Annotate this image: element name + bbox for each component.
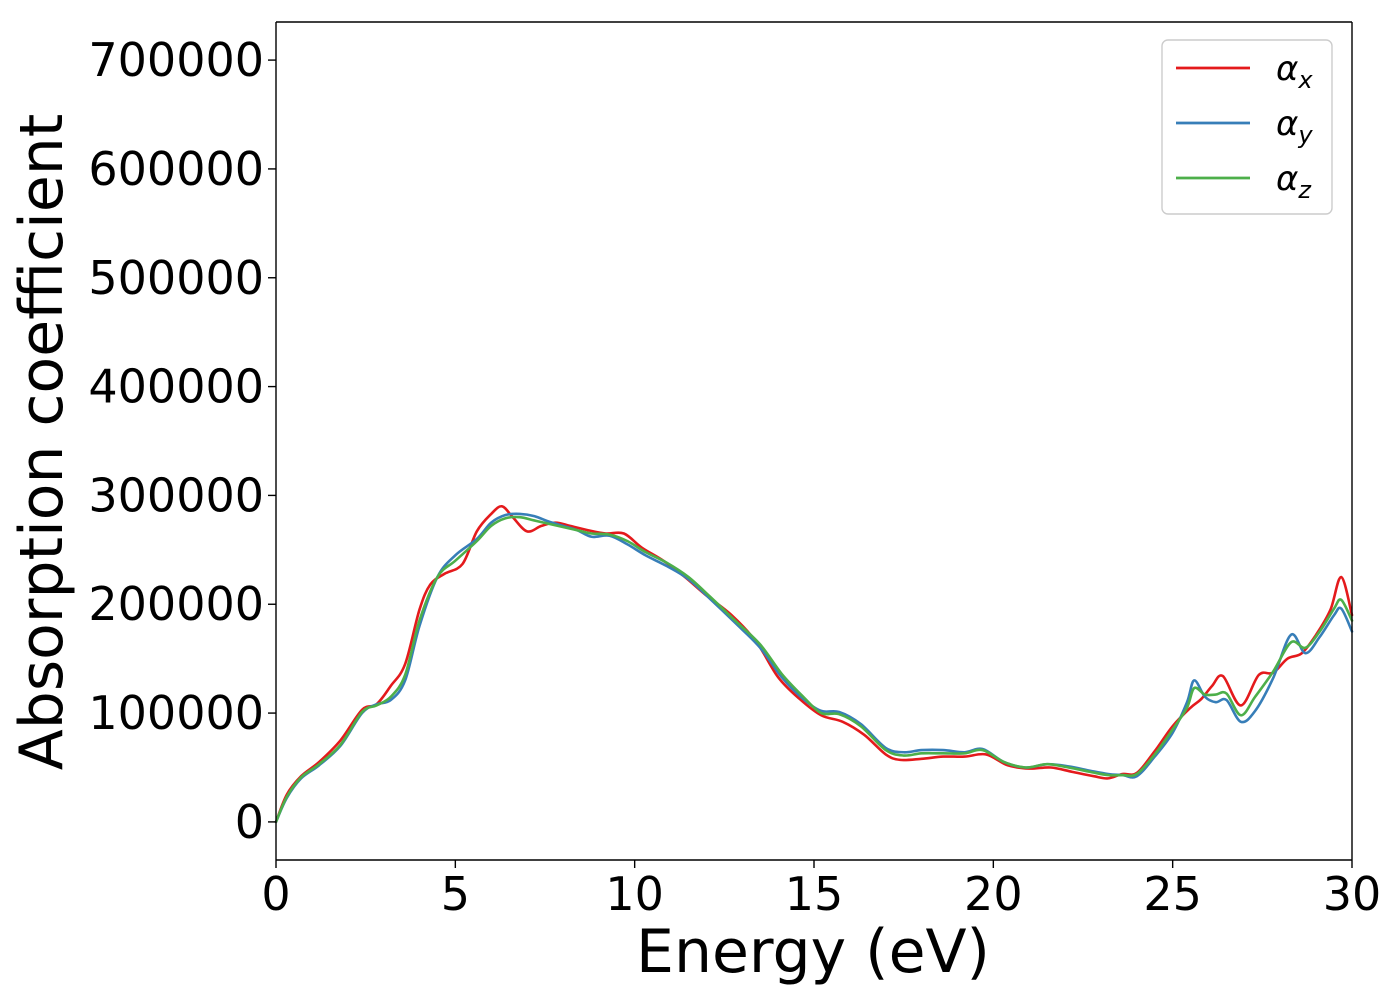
y-tick-label: 100000 bbox=[88, 686, 264, 740]
y-axis-label: Absorption coefficient bbox=[7, 114, 77, 771]
x-tick-label: 15 bbox=[785, 867, 844, 921]
ticks: 0 5 10 15 20 25 30 0 100000 200000 300000 400000 500… bbox=[88, 33, 1381, 921]
y-tick-label: 400000 bbox=[88, 360, 264, 414]
x-tick-label: 5 bbox=[441, 867, 470, 921]
legend-label-z: αz bbox=[1276, 159, 1312, 204]
x-axis-label: Energy (eV) bbox=[636, 917, 990, 987]
legend: αx αy αz bbox=[1161, 39, 1333, 215]
x-tick-label: 30 bbox=[1323, 867, 1382, 921]
legend-label-x: αx bbox=[1276, 49, 1313, 94]
x-tick-label: 0 bbox=[261, 867, 290, 921]
y-tick-label: 700000 bbox=[88, 33, 264, 87]
legend-box bbox=[1161, 39, 1333, 215]
series-line-z bbox=[274, 515, 1354, 824]
series-lines bbox=[274, 504, 1354, 824]
y-tick-label: 300000 bbox=[88, 468, 264, 522]
y-tick-label: 500000 bbox=[88, 251, 264, 305]
y-tick-label: 200000 bbox=[88, 577, 264, 631]
legend-label-y: αy bbox=[1276, 104, 1313, 149]
x-tick-label: 25 bbox=[1143, 867, 1202, 921]
y-tick-label: 600000 bbox=[88, 142, 264, 196]
x-tick-label: 10 bbox=[605, 867, 664, 921]
series-line-y bbox=[274, 512, 1354, 824]
y-tick-label: 0 bbox=[235, 795, 264, 849]
x-tick-label: 20 bbox=[964, 867, 1023, 921]
